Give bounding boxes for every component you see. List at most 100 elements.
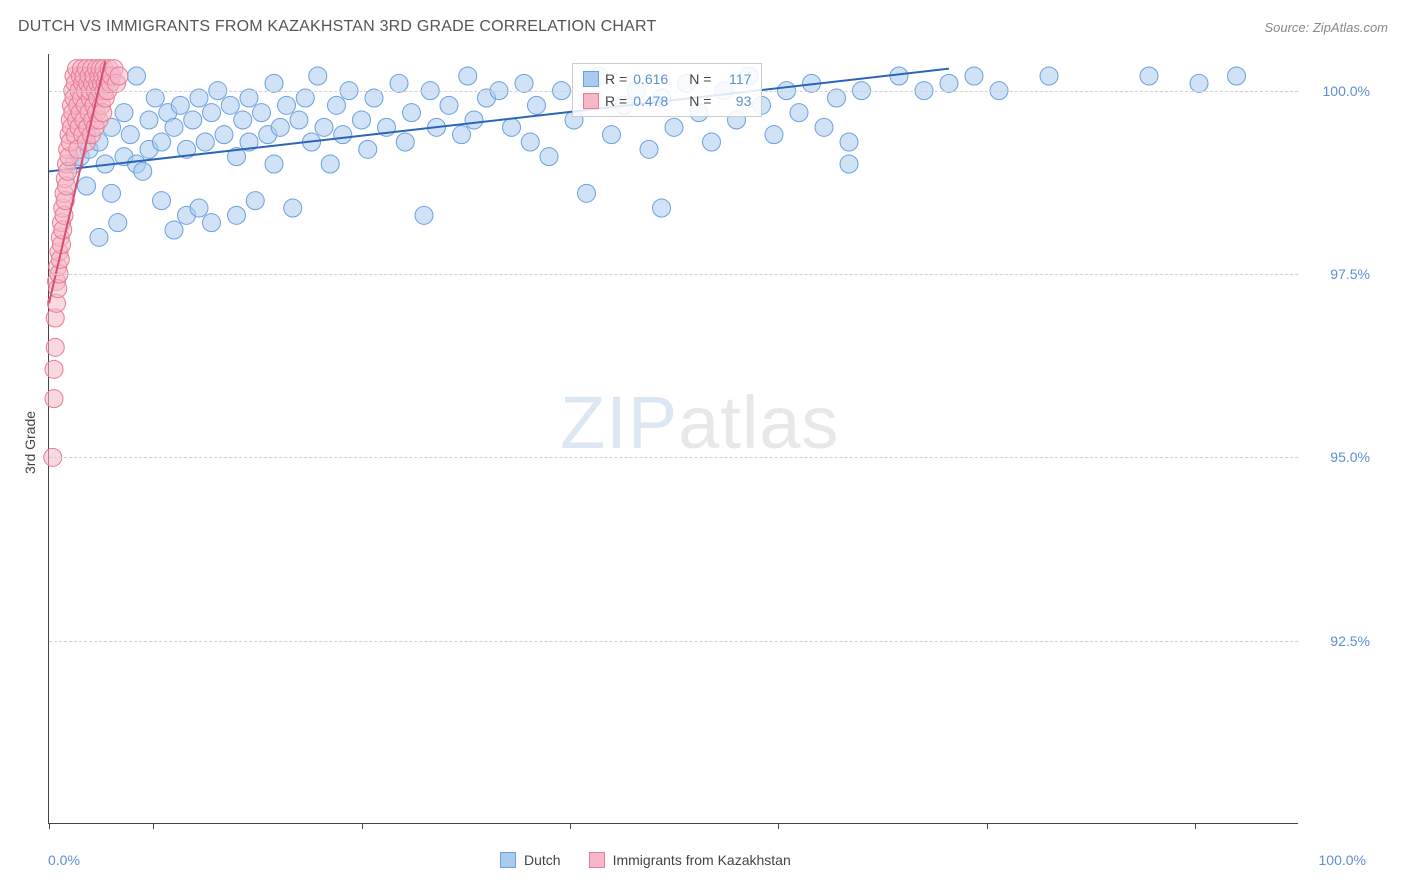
data-point [1140, 67, 1158, 85]
data-point [528, 96, 546, 114]
data-point [840, 133, 858, 151]
data-point [196, 133, 214, 151]
source-attribution: Source: ZipAtlas.com [1264, 20, 1388, 35]
data-point [134, 162, 152, 180]
data-point [1228, 67, 1246, 85]
data-point [90, 228, 108, 246]
legend-swatch [500, 852, 516, 868]
data-point [440, 96, 458, 114]
data-point [840, 155, 858, 173]
y-tick-label: 95.0% [1310, 449, 1370, 465]
data-point [359, 140, 377, 158]
data-point [45, 390, 63, 408]
data-point [153, 192, 171, 210]
data-point [215, 126, 233, 144]
data-point [153, 133, 171, 151]
data-point [815, 118, 833, 136]
data-point [328, 96, 346, 114]
data-point [240, 89, 258, 107]
data-point [121, 126, 139, 144]
data-point [465, 111, 483, 129]
y-tick-label: 92.5% [1310, 633, 1370, 649]
chart-title: DUTCH VS IMMIGRANTS FROM KAZAKHSTAN 3RD … [18, 18, 656, 36]
gridline [49, 274, 1298, 275]
data-point [334, 126, 352, 144]
data-point [271, 118, 289, 136]
data-point [171, 96, 189, 114]
data-point [265, 155, 283, 173]
data-point [190, 199, 208, 217]
stats-row: R = 0.616 N = 117 [583, 68, 751, 90]
header: DUTCH VS IMMIGRANTS FROM KAZAKHSTAN 3RD … [18, 18, 1388, 36]
data-point [453, 126, 471, 144]
data-point [578, 184, 596, 202]
data-point [703, 133, 721, 151]
data-point [653, 199, 671, 217]
x-tick [778, 823, 779, 829]
r-value: 0.478 [633, 90, 683, 112]
data-point [190, 89, 208, 107]
data-point [403, 104, 421, 122]
data-point [365, 89, 383, 107]
data-point [640, 140, 658, 158]
scatter-svg [49, 54, 1299, 824]
series-swatch [583, 93, 599, 109]
series-swatch [583, 71, 599, 87]
data-point [165, 118, 183, 136]
y-tick-label: 97.5% [1310, 266, 1370, 282]
legend-item: Dutch [500, 852, 561, 868]
data-point [940, 74, 958, 92]
data-point [284, 199, 302, 217]
r-label: R = [605, 68, 627, 90]
data-point [46, 338, 64, 356]
data-point [515, 74, 533, 92]
n-label: N = [689, 68, 711, 90]
data-point [140, 111, 158, 129]
data-point [315, 118, 333, 136]
data-point [234, 111, 252, 129]
data-point [265, 74, 283, 92]
legend-item: Immigrants from Kazakhstan [589, 852, 791, 868]
data-point [253, 104, 271, 122]
data-point [965, 67, 983, 85]
stats-row: R =0.478N =93 [583, 90, 751, 112]
n-label: N = [689, 90, 711, 112]
x-axis-end-label: 100.0% [1319, 852, 1366, 868]
data-point [221, 96, 239, 114]
legend: Dutch Immigrants from Kazakhstan [500, 852, 791, 868]
data-point [203, 104, 221, 122]
data-point [1190, 74, 1208, 92]
gridline [49, 457, 1298, 458]
r-value: 0.616 [633, 68, 683, 90]
data-point [45, 360, 63, 378]
data-point [109, 214, 127, 232]
legend-label: Dutch [524, 852, 561, 868]
data-point [78, 177, 96, 195]
data-point [184, 111, 202, 129]
data-point [540, 148, 558, 166]
x-tick [570, 823, 571, 829]
data-point [228, 206, 246, 224]
r-label: R = [605, 90, 627, 112]
gridline [49, 641, 1298, 642]
legend-label: Immigrants from Kazakhstan [613, 852, 791, 868]
data-point [521, 133, 539, 151]
data-point [353, 111, 371, 129]
data-point [146, 89, 164, 107]
x-tick [987, 823, 988, 829]
y-tick-label: 100.0% [1310, 83, 1370, 99]
data-point [309, 67, 327, 85]
data-point [115, 104, 133, 122]
x-tick [49, 823, 50, 829]
data-point [459, 67, 477, 85]
n-value: 117 [717, 68, 751, 90]
data-point [1040, 67, 1058, 85]
data-point [203, 214, 221, 232]
data-point [765, 126, 783, 144]
data-point [603, 126, 621, 144]
legend-swatch [589, 852, 605, 868]
correlation-stats-box: R =0.616N =117R =0.478N =93 [572, 63, 762, 117]
data-point [246, 192, 264, 210]
x-axis-start-label: 0.0% [48, 852, 80, 868]
x-tick [1195, 823, 1196, 829]
